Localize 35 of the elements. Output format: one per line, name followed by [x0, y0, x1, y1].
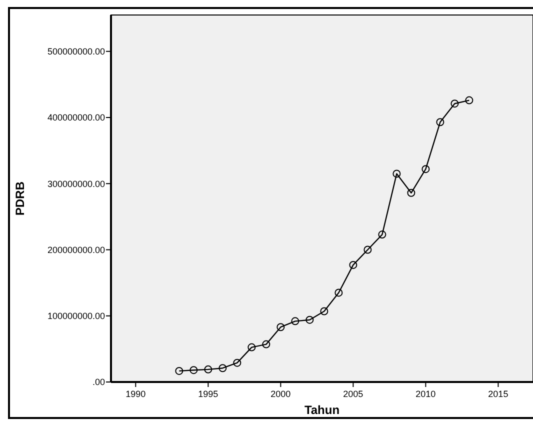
- point: [334, 288, 343, 297]
- point: [349, 260, 358, 269]
- x-axis-title: Tahun: [304, 403, 340, 417]
- point: [436, 118, 444, 126]
- point: [175, 366, 184, 375]
- point: [407, 188, 416, 197]
- point: [248, 343, 256, 352]
- point: [422, 165, 430, 174]
- x-tick-label: 2015: [488, 389, 508, 399]
- y-tick-label: 500000000.00: [47, 46, 105, 57]
- x-tick-label: 2000: [270, 389, 291, 399]
- x-tick-label: 1995: [198, 389, 218, 399]
- y-tick-label: 300000000.00: [47, 178, 105, 189]
- point: [204, 365, 212, 374]
- y-axis-title: PDRB: [13, 181, 27, 216]
- point: [218, 364, 227, 372]
- point: [465, 96, 474, 104]
- y-tick-label: 100000000.00: [47, 311, 105, 322]
- point: [262, 340, 270, 348]
- point: [276, 323, 285, 332]
- y-tick-label: .00: [92, 377, 105, 388]
- point: [364, 246, 372, 254]
- y-tick-label: 200000000.00: [47, 244, 105, 255]
- y-tick-label: 400000000.00: [47, 112, 105, 123]
- x-tick-label: 1990: [126, 389, 146, 399]
- point: [233, 358, 242, 367]
- point: [306, 316, 314, 324]
- point: [190, 366, 198, 374]
- point: [378, 230, 386, 239]
- point: [450, 100, 459, 108]
- point: [392, 170, 401, 178]
- point: [291, 317, 300, 326]
- x-tick-label: 2010: [416, 389, 436, 399]
- point: [320, 307, 328, 316]
- x-tick-label: 2005: [343, 389, 364, 399]
